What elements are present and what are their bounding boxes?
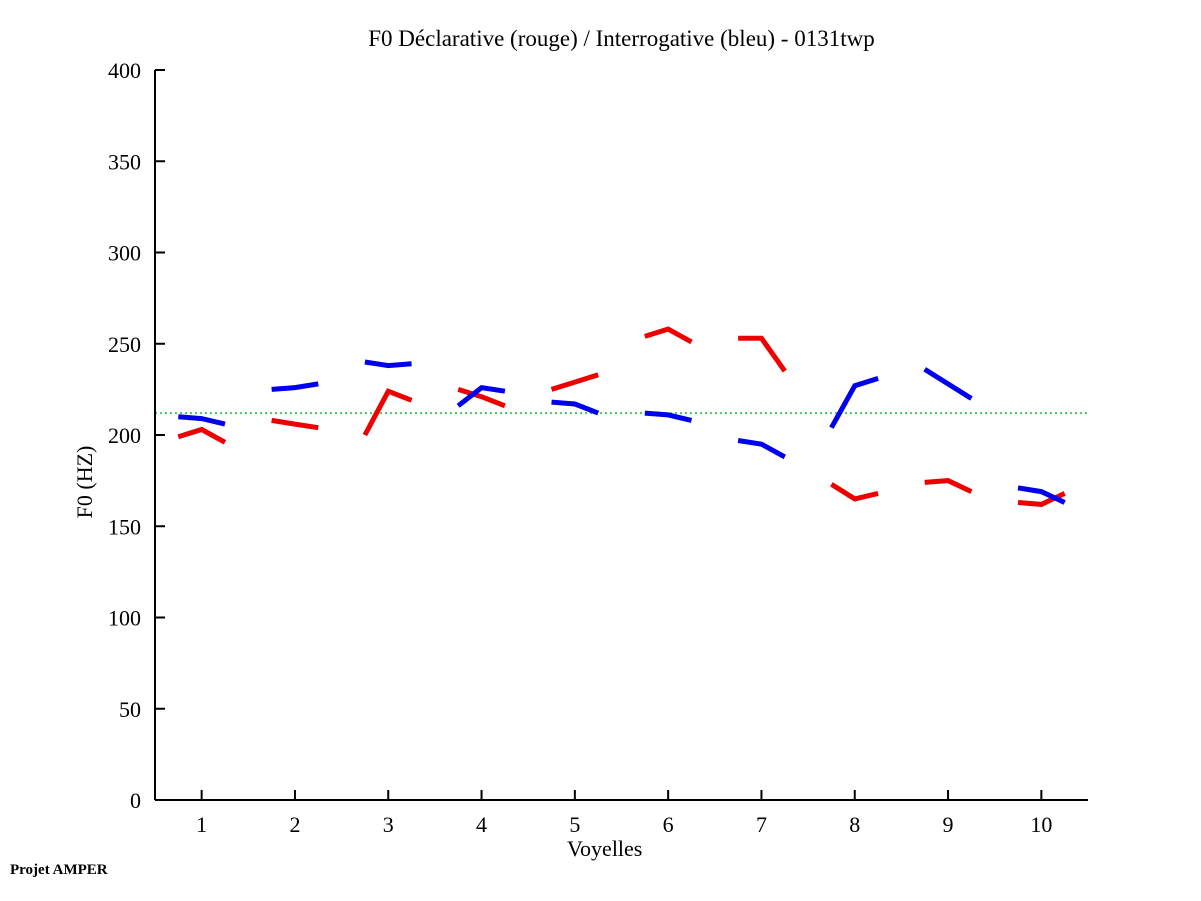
interrogative-segment-vowel-1 bbox=[178, 414, 226, 427]
déclarative-segment-vowel-8 bbox=[830, 482, 879, 502]
y-tick-label: 150 bbox=[108, 514, 141, 539]
x-tick-label: 1 bbox=[196, 812, 207, 837]
déclarative-segment-vowel-7 bbox=[738, 335, 787, 373]
déclarative-segment-vowel-4 bbox=[457, 387, 506, 409]
déclarative-segment-vowel-3 bbox=[362, 388, 413, 437]
x-tick-label: 3 bbox=[383, 812, 394, 837]
y-tick-label: 50 bbox=[119, 697, 141, 722]
y-tick-label: 0 bbox=[130, 788, 141, 813]
y-axis-label: F0 (HZ) bbox=[72, 445, 97, 519]
déclarative-segment-vowel-2 bbox=[271, 417, 319, 431]
interrogative-segment-vowel-2 bbox=[271, 381, 319, 392]
x-tick-label: 2 bbox=[289, 812, 300, 837]
x-tick-label: 5 bbox=[569, 812, 580, 837]
interrogative-segment-vowel-6 bbox=[644, 410, 693, 423]
y-tick-label: 250 bbox=[108, 332, 141, 357]
déclarative-segment-vowel-9 bbox=[924, 478, 973, 494]
y-tick-label: 100 bbox=[108, 606, 141, 631]
x-tick-label: 8 bbox=[849, 812, 860, 837]
interrogative-segment-vowel-8 bbox=[829, 376, 879, 429]
déclarative-segment-vowel-1 bbox=[177, 426, 227, 445]
x-tick-label: 4 bbox=[476, 812, 487, 837]
x-tick-label: 9 bbox=[943, 812, 954, 837]
x-tick-label: 7 bbox=[756, 812, 767, 837]
interrogative-segment-vowel-9 bbox=[923, 367, 973, 401]
interrogative-segment-vowel-5 bbox=[551, 399, 600, 416]
x-tick-label: 10 bbox=[1030, 812, 1052, 837]
project-amper-label: Projet AMPER bbox=[10, 862, 108, 878]
y-tick-label: 400 bbox=[108, 58, 141, 83]
interrogative-segment-vowel-7 bbox=[737, 438, 787, 460]
interrogative-segment-vowel-3 bbox=[364, 359, 412, 369]
chart-title: F0 Déclarative (rouge) / Interrogative (… bbox=[368, 26, 875, 51]
interrogative-segment-vowel-4 bbox=[456, 384, 506, 408]
y-tick-label: 350 bbox=[108, 149, 141, 174]
x-tick-label: 6 bbox=[663, 812, 674, 837]
y-tick-label: 200 bbox=[108, 423, 141, 448]
déclarative-segment-vowel-5 bbox=[550, 372, 599, 392]
interrogative-segment-vowel-10 bbox=[1017, 485, 1066, 505]
y-tick-label: 300 bbox=[108, 241, 141, 266]
x-axis-label: Voyelles bbox=[567, 836, 643, 861]
déclarative-segment-vowel-6 bbox=[644, 326, 693, 345]
